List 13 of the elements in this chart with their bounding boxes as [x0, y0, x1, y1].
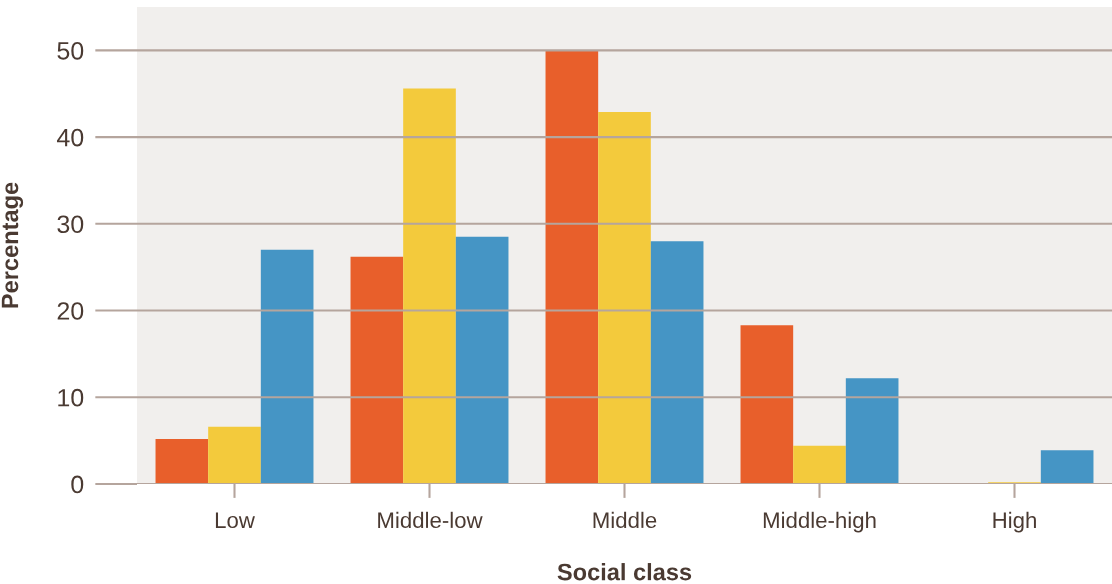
x-tick-label: High	[993, 511, 1036, 533]
y-tick-label: 10	[58, 388, 84, 407]
y-tick-label: 30	[57, 215, 84, 234]
x-tick-label: Low	[215, 512, 255, 529]
x-tick-label: Middle-low	[378, 511, 483, 529]
x-axis-title: Social class	[557, 563, 692, 581]
x-tick-label: Middle	[593, 511, 657, 529]
y-axis-title: Percentage	[1, 182, 24, 308]
x-tick-label: Middle-high	[763, 511, 876, 533]
y-tick-label: 20	[57, 302, 84, 320]
y-tick-label: 50	[57, 41, 84, 60]
y-tick-label: 0	[71, 475, 84, 494]
y-tick-label: 40	[56, 128, 84, 147]
